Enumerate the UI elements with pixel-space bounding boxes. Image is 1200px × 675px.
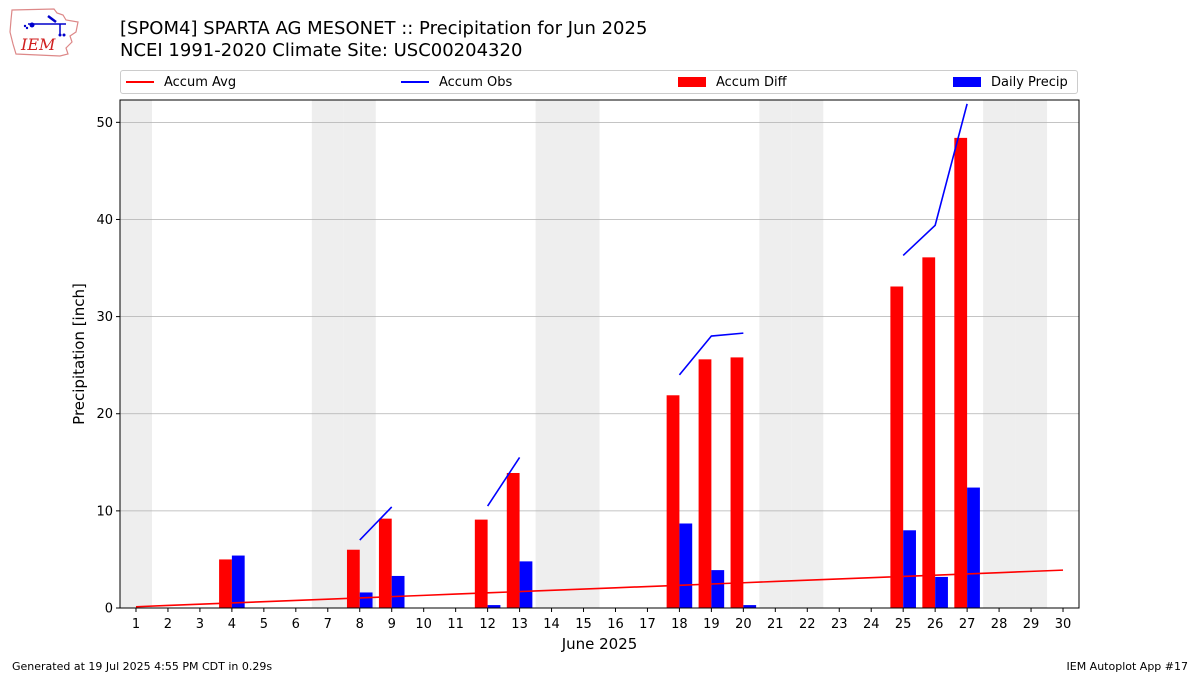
footer-generated: Generated at 19 Jul 2025 4:55 PM CDT in … (12, 660, 273, 673)
x-tick-label-25: 25 (895, 617, 912, 632)
line-accum-obs-segment-2 (678, 332, 744, 376)
bar-daily-precip-13 (519, 561, 533, 608)
y-tick-label-20: 20 (96, 407, 113, 422)
bar-daily-precip-19 (711, 570, 725, 608)
y-tick-label-30: 30 (96, 310, 113, 325)
chart-subtitle: NCEI 1991-2020 Climate Site: USC00204320 (120, 40, 523, 61)
bar-accum-diff-26 (922, 257, 936, 608)
y-tick-label-50: 50 (96, 116, 113, 131)
legend-entry-accum-diff: Accum Diff (678, 71, 787, 93)
x-axis-label: June 2025 (561, 635, 638, 653)
bar-daily-precip-4 (231, 555, 245, 608)
legend-swatch-accum-diff (678, 77, 706, 87)
legend-label-accum-avg: Accum Avg (164, 74, 237, 90)
x-tick-label-23: 23 (831, 617, 848, 632)
line-accum-obs-segment-3 (902, 103, 968, 256)
bar-daily-precip-12 (487, 605, 501, 608)
x-tick-label-22: 22 (799, 617, 816, 632)
footer-app: IEM Autoplot App #17 (1066, 660, 1189, 673)
weekend-band-7 (311, 100, 344, 608)
bar-accum-diff-12 (474, 519, 488, 608)
weekend-band-1 (120, 100, 152, 608)
y-tick-label-0: 0 (105, 602, 113, 617)
bar-accum-diff-4 (219, 559, 232, 608)
bar-accum-diff-8 (346, 549, 360, 608)
legend-label-daily-precip: Daily Precip (991, 74, 1068, 90)
weekend-band-15 (567, 100, 600, 608)
bar-daily-precip-20 (743, 605, 757, 608)
legend-swatch-accum-avg (126, 81, 154, 83)
bar-daily-precip-18 (679, 523, 693, 608)
legend-entry-daily-precip: Daily Precip (953, 71, 1068, 93)
x-tick-label-10: 10 (415, 617, 432, 632)
x-tick-label-6: 6 (292, 617, 300, 632)
weekend-band-29 (1015, 100, 1048, 608)
x-tick-label-24: 24 (863, 617, 880, 632)
bar-daily-precip-9 (391, 575, 405, 608)
y-tick-label-10: 10 (96, 504, 113, 519)
iem-logo: IEM (9, 8, 79, 57)
x-tick-label-16: 16 (607, 617, 624, 632)
x-tick-label-13: 13 (511, 617, 528, 632)
bar-accum-diff-20 (730, 357, 744, 608)
x-tick-label-29: 29 (1023, 617, 1040, 632)
legend-label-accum-obs: Accum Obs (439, 74, 513, 90)
chart-title: [SPOM4] SPARTA AG MESONET :: Precipitati… (120, 18, 648, 39)
x-tick-label-9: 9 (388, 617, 396, 632)
x-tick-label-4: 4 (228, 617, 236, 632)
legend-swatch-accum-obs (401, 81, 429, 83)
x-tick-label-5: 5 (260, 617, 268, 632)
x-tick-label-1: 1 (132, 617, 140, 632)
x-tick-label-2: 2 (164, 617, 172, 632)
x-tick-label-26: 26 (927, 617, 944, 632)
bar-accum-diff-13 (506, 472, 520, 608)
x-tick-label-7: 7 (324, 617, 332, 632)
legend-swatch-daily-precip (953, 77, 981, 87)
logo-text: IEM (20, 35, 56, 54)
x-tick-label-30: 30 (1055, 617, 1072, 632)
weekend-band-14 (535, 100, 568, 608)
legend-entry-accum-obs: Accum Obs (401, 71, 512, 93)
x-tick-label-18: 18 (671, 617, 688, 632)
plot-frame (119, 99, 1080, 609)
line-accum-avg (135, 569, 1064, 608)
bar-daily-precip-26 (935, 576, 948, 608)
x-tick-label-21: 21 (767, 617, 784, 632)
bar-daily-precip-25 (903, 530, 916, 608)
weekend-band-8 (343, 100, 376, 608)
bar-accum-diff-27 (954, 137, 968, 608)
weekend-band-28 (983, 100, 1016, 608)
line-accum-obs-segment-0 (359, 506, 393, 541)
weekend-band-21 (759, 100, 792, 608)
bar-daily-precip-27 (967, 487, 980, 608)
bar-accum-diff-9 (378, 518, 392, 608)
bar-accum-diff-18 (666, 395, 680, 608)
y-tick-label-40: 40 (96, 213, 113, 228)
bar-daily-precip-8 (359, 592, 373, 608)
x-tick-label-3: 3 (196, 617, 204, 632)
x-tick-label-19: 19 (703, 617, 720, 632)
weekend-band-22 (791, 100, 824, 608)
x-tick-label-14: 14 (543, 617, 560, 632)
x-tick-label-11: 11 (447, 617, 464, 632)
y-axis-label: Precipitation [inch] (70, 283, 88, 425)
x-tick-label-8: 8 (356, 617, 364, 632)
x-tick-label-15: 15 (575, 617, 592, 632)
line-accum-obs-segment-1 (486, 457, 521, 507)
x-tick-label-28: 28 (991, 617, 1008, 632)
bar-accum-diff-25 (890, 286, 904, 608)
legend: Accum Avg Accum Obs Accum Diff Daily Pre… (120, 70, 1078, 94)
x-tick-label-20: 20 (735, 617, 752, 632)
x-tick-label-12: 12 (479, 617, 496, 632)
x-tick-label-17: 17 (639, 617, 656, 632)
legend-label-accum-diff: Accum Diff (716, 74, 787, 90)
bar-accum-diff-19 (698, 359, 712, 608)
legend-entry-accum-avg: Accum Avg (126, 71, 236, 93)
x-tick-label-27: 27 (959, 617, 976, 632)
